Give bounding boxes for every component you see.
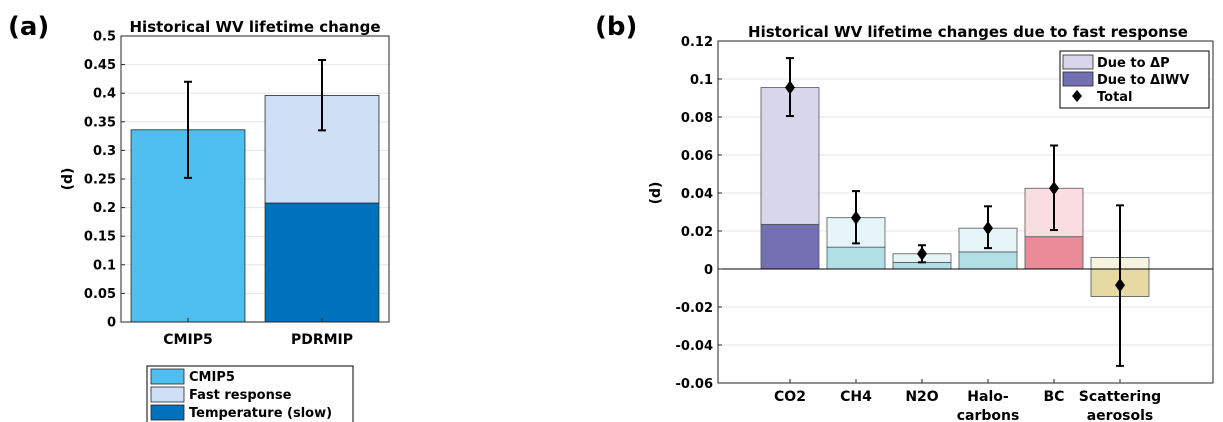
panel-b-total-marker (785, 80, 795, 95)
panel-b-ytick-label: 0.02 (681, 225, 713, 240)
panel-a-legend-label: Fast response (189, 388, 292, 403)
panel-b-total-marker (983, 221, 993, 236)
panel-a: (a) Historical WV lifetime change (d) 00… (8, 12, 390, 422)
panel-a-legend-label: CMIP5 (189, 370, 235, 385)
panel-b-legend-label: Due to ΔIWV (1097, 73, 1189, 88)
panel-b-legend: Due to ΔP Due to ΔIWV Total (1059, 50, 1210, 109)
panel-a-legend: CMIP5 Fast response Temperature (slow) (146, 365, 354, 422)
panel-b-yticks: -0.06 -0.04 -0.02 0 0.02 0.04 0.06 0.08 0.1 0.12 (676, 35, 722, 392)
panel-b-title: Historical WV lifetime changes due to fa… (748, 23, 1188, 41)
panel-a-ytick-label: 0.4 (93, 87, 116, 102)
panel-b-legend-label: Total (1097, 90, 1133, 105)
panel-b-ytick-label: 0.06 (681, 149, 713, 164)
panel-b-category-label: carbons (957, 408, 1020, 422)
panel-b-category-label: BC (1044, 389, 1065, 405)
panel-b-legend-swatch (1062, 71, 1094, 87)
panel-a-legend-swatch (150, 386, 185, 403)
panel-b-ytick-label: 0.12 (681, 35, 713, 50)
panel-b-category-label: aerosols (1087, 408, 1154, 422)
panel-b-category-label: CH4 (840, 389, 872, 405)
panel-a-ytick-label: 0.5 (93, 30, 116, 45)
panel-b-ylabel: (d) (648, 182, 664, 205)
panel-b-bar-due-to-iwv (958, 251, 1018, 270)
panel-b-legend-total-marker (1072, 90, 1082, 102)
panel-a-ytick-label: 0.2 (93, 201, 116, 216)
panel-a-legend-label: Temperature (slow) (189, 406, 332, 421)
panel-b-total-marker (917, 246, 927, 261)
panel-b-ytick-label: 0 (704, 263, 713, 278)
panel-a-legend-swatch (150, 404, 185, 421)
panel-b-category-label: CO2 (774, 389, 806, 405)
panel-b-ytick-label: -0.02 (676, 301, 713, 316)
panel-b-bar-due-to-iwv (760, 223, 820, 270)
panel-a-yticks: 0 0.05 0.1 0.15 0.2 0.25 0.3 0.35 0.4 0.45 0.5 (84, 30, 125, 331)
panel-b-bar-due-to-iwv (1024, 236, 1084, 270)
panel-a-letter: (a) (8, 12, 49, 42)
panel-b-ytick-label: -0.06 (676, 377, 713, 392)
panel-a-ylabel: (d) (60, 168, 76, 191)
panel-a-legend-swatch (150, 368, 185, 385)
panel-b-category-label: N2O (905, 389, 938, 405)
panel-b-errorbars (785, 57, 1125, 367)
panel-a-ytick-label: 0.15 (84, 230, 116, 245)
panel-a-title: Historical WV lifetime change (130, 18, 381, 36)
panel-b-category-label: Halo- (967, 389, 1009, 405)
panel-b-letter: (b) (595, 12, 637, 42)
panel-b-total-marker (1049, 181, 1059, 196)
panel-a-ytick-label: 0.45 (84, 58, 116, 73)
panel-b-ytick-label: 0.04 (681, 187, 713, 202)
panel-a-ytick-label: 0.3 (93, 144, 116, 159)
panel-b-legend-swatch (1062, 54, 1094, 70)
panel-a-ytick-label: 0 (107, 316, 116, 331)
panel-b-total-marker (851, 210, 861, 225)
panel-a-xticks: CMIP5 PDRMIP (163, 318, 353, 348)
panel-a-ytick-label: 0.25 (84, 173, 116, 188)
panel-a-ytick-label: 0.1 (93, 258, 116, 273)
panel-a-ytick-label: 0.05 (84, 287, 116, 302)
panel-b-total-marker (1115, 278, 1125, 293)
panel-a-ytick-label: 0.35 (84, 115, 116, 130)
panel-a-errorbars (184, 59, 326, 179)
panel-b-category-label: Scattering (1079, 389, 1161, 405)
panel-b-ytick-label: -0.04 (676, 339, 713, 354)
panel-b: (b) Historical WV lifetime changes due t… (595, 12, 1214, 422)
panel-a-bar-temperature-slow- (264, 202, 380, 323)
panel-b-xticks: CO2 CH4 N2O Halo-carbons BC Scattering aerosol… (774, 379, 1161, 422)
panel-b-ytick-label: 0.08 (681, 111, 713, 126)
panel-b-ytick-label: 0.1 (690, 73, 713, 88)
panel-a-category-label: PDRMIP (291, 332, 353, 348)
panel-a-category-label: CMIP5 (163, 332, 212, 348)
panel-b-axes-box (717, 40, 1214, 384)
panel-b-legend-label: Due to ΔP (1097, 56, 1170, 71)
panel-b-bar-due-to-iwv (826, 246, 886, 270)
